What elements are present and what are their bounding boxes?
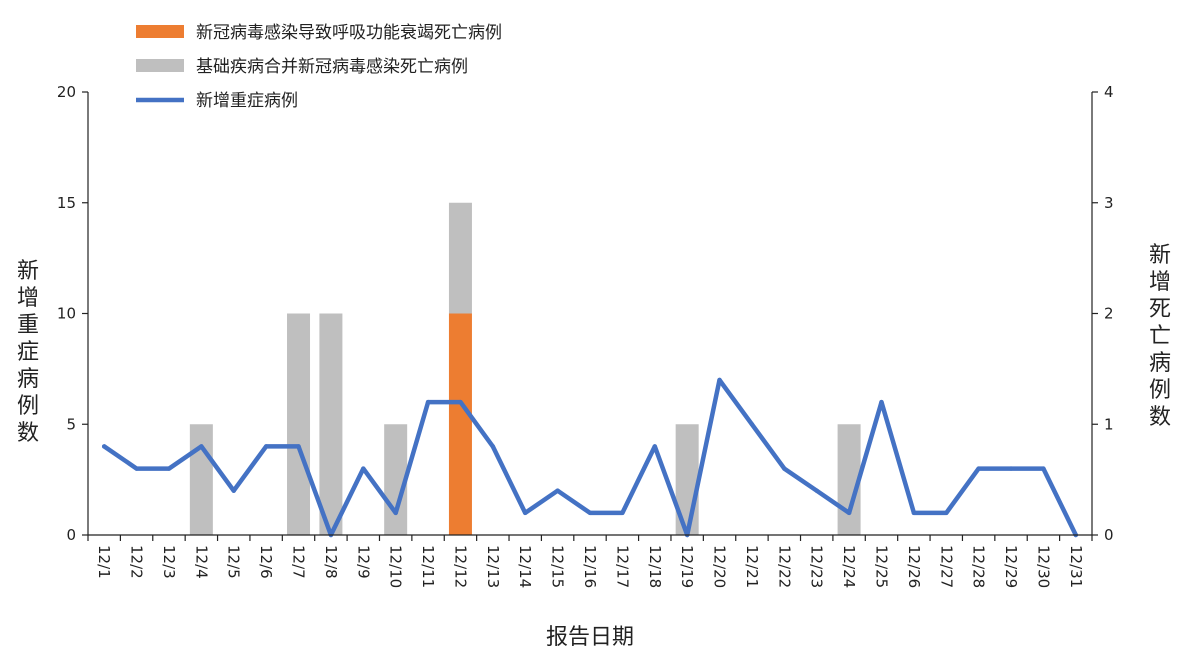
severe-cases-point: [976, 466, 981, 471]
y-axis-right-title: 新增死亡病例数: [1149, 243, 1171, 430]
x-tick-label: 12/26: [905, 545, 923, 588]
severe-cases-point: [490, 444, 496, 449]
x-tick-label: 12/18: [646, 545, 664, 588]
x-tick-label: 12/4: [192, 545, 210, 579]
severe-cases-point: [523, 510, 528, 516]
x-tick-label: 12/21: [743, 545, 761, 588]
x-tick-label: 12/28: [970, 545, 988, 588]
x-tick-label: 12/3: [160, 545, 178, 579]
severe-cases-point: [944, 510, 949, 516]
severe-cases-point: [846, 510, 852, 516]
severe-cases-point: [652, 444, 657, 449]
x-tick-label: 12/20: [711, 545, 729, 588]
severe-cases-point: [361, 466, 366, 471]
x-tick-label: 12/5: [225, 545, 243, 579]
bar-comorbidity-death: [189, 424, 213, 535]
y-right-tick-label: 1: [1104, 415, 1114, 433]
y-left-tick-label: 10: [57, 305, 76, 323]
x-tick-label: 12/17: [613, 545, 631, 588]
x-tick-label: 12/6: [257, 545, 275, 579]
bar-comorbidity-death: [319, 313, 343, 535]
y-right-tick-label: 2: [1104, 305, 1114, 323]
severe-cases-point: [587, 510, 593, 516]
legend-label: 新增重症病例: [196, 91, 298, 111]
x-tick-label: 12/16: [581, 545, 599, 588]
severe-cases-point: [134, 466, 139, 471]
x-tick-label: 12/11: [419, 545, 437, 588]
x-tick-label: 12/24: [840, 545, 858, 588]
x-tick-label: 12/13: [484, 545, 502, 588]
legend-label: 新冠病毒感染导致呼吸功能衰竭死亡病例: [196, 23, 502, 43]
severe-cases-point: [717, 377, 722, 383]
severe-cases-point: [166, 466, 172, 471]
legend-swatch: [136, 25, 184, 38]
y-left-tick-label: 20: [57, 83, 76, 101]
x-tick-label: 12/1: [95, 545, 113, 579]
y-left-tick-label: 5: [66, 415, 76, 433]
severe-cases-point: [393, 510, 398, 516]
severe-cases-point: [101, 444, 107, 449]
severe-cases-point: [911, 510, 917, 516]
x-tick-label: 12/23: [808, 545, 826, 588]
x-tick-label: 12/29: [1002, 545, 1020, 588]
x-tick-label: 12/27: [937, 545, 955, 588]
severe-cases-point: [1041, 466, 1046, 471]
legend-swatch: [136, 59, 184, 72]
severe-cases-point: [782, 466, 787, 471]
y-right-tick-label: 0: [1104, 526, 1114, 544]
severe-cases-point: [555, 488, 560, 493]
y-left-tick-label: 0: [66, 526, 76, 544]
severe-cases-point: [231, 488, 236, 493]
x-tick-label: 12/7: [290, 545, 308, 579]
x-tick-label: 12/31: [1067, 545, 1085, 588]
axes-layer: [82, 91, 1098, 541]
labels-layer: 0 5 10 15 20 0 1 2 3 4 12/1 12/2 12/3 12/4 12/5 12/6 12/…: [17, 83, 1171, 650]
severe-cases-point: [296, 444, 301, 449]
y-right-tick-label: 4: [1104, 83, 1114, 101]
x-tick-label: 12/14: [516, 545, 534, 588]
y-left-tick-label: 15: [57, 194, 76, 212]
line-layer: [101, 377, 1079, 538]
bar-comorbidity-death: [448, 202, 472, 314]
severe-cases-point: [199, 444, 204, 449]
x-tick-label: 12/30: [1034, 545, 1052, 588]
y-axis-left-title: 新增重症病例数: [17, 259, 39, 446]
x-tick-label: 12/12: [451, 545, 469, 588]
x-tick-label: 12/19: [678, 545, 696, 588]
bars-layer: [189, 202, 861, 535]
legend-label: 基础疾病合并新冠病毒感染死亡病例: [196, 57, 468, 77]
x-tick-label: 12/22: [775, 545, 793, 588]
x-tick-label: 12/9: [354, 545, 372, 579]
severe-cases-point: [879, 399, 884, 405]
severe-cases-point: [263, 444, 269, 449]
severe-cases-point: [458, 399, 463, 405]
severe-cases-point: [814, 488, 819, 493]
severe-cases-point: [425, 399, 431, 405]
y-right-tick-label: 3: [1104, 194, 1114, 212]
severe-cases-point: [749, 422, 755, 427]
bar-comorbidity-death: [287, 313, 311, 535]
x-axis-title: 报告日期: [546, 625, 634, 650]
x-tick-label: 12/15: [549, 545, 567, 588]
severe-cases-point: [1008, 466, 1014, 471]
x-tick-label: 12/2: [128, 545, 146, 579]
x-tick-label: 12/10: [387, 545, 405, 588]
x-tick-label: 12/25: [872, 545, 890, 588]
bar-respiratory-failure-death: [448, 313, 472, 535]
x-tick-label: 12/8: [322, 545, 340, 579]
severe-cases-point: [620, 510, 625, 516]
